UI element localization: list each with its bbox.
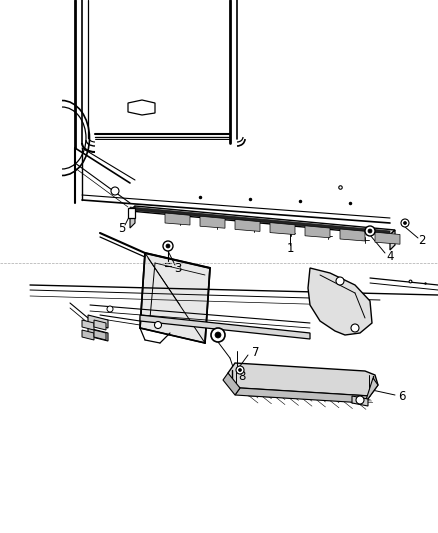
Polygon shape — [340, 229, 365, 241]
Polygon shape — [235, 220, 260, 231]
Polygon shape — [228, 363, 378, 396]
Circle shape — [403, 222, 406, 224]
Circle shape — [356, 396, 364, 404]
Circle shape — [215, 332, 221, 338]
Circle shape — [211, 328, 225, 342]
Polygon shape — [200, 216, 225, 228]
Circle shape — [107, 306, 113, 312]
Polygon shape — [94, 320, 106, 330]
Polygon shape — [223, 373, 240, 395]
Text: 4: 4 — [386, 251, 394, 263]
Polygon shape — [235, 388, 370, 403]
Circle shape — [368, 229, 372, 233]
Circle shape — [365, 226, 375, 236]
Circle shape — [111, 187, 119, 195]
Text: 6: 6 — [398, 390, 406, 402]
Circle shape — [166, 244, 170, 248]
Polygon shape — [130, 206, 135, 228]
Polygon shape — [88, 328, 108, 341]
Polygon shape — [94, 330, 106, 340]
Polygon shape — [128, 100, 155, 115]
Polygon shape — [390, 230, 395, 250]
Polygon shape — [82, 330, 94, 340]
Text: 8: 8 — [238, 370, 245, 384]
Polygon shape — [365, 378, 378, 403]
Polygon shape — [128, 208, 135, 218]
Polygon shape — [88, 315, 108, 328]
Polygon shape — [165, 213, 190, 225]
Polygon shape — [140, 253, 210, 343]
Text: 3: 3 — [174, 262, 182, 276]
Text: 7: 7 — [252, 346, 259, 359]
Polygon shape — [82, 320, 94, 330]
Polygon shape — [375, 232, 400, 244]
Polygon shape — [270, 223, 295, 235]
Circle shape — [239, 368, 241, 372]
Text: 1: 1 — [286, 243, 294, 255]
Circle shape — [155, 321, 162, 328]
Polygon shape — [305, 226, 330, 238]
Text: 2: 2 — [418, 233, 426, 246]
Circle shape — [336, 277, 344, 285]
Polygon shape — [308, 268, 372, 335]
Circle shape — [163, 241, 173, 251]
Polygon shape — [130, 207, 390, 234]
Circle shape — [351, 324, 359, 332]
Polygon shape — [352, 396, 368, 406]
Circle shape — [236, 366, 244, 374]
Polygon shape — [130, 206, 395, 235]
Circle shape — [401, 219, 409, 227]
Text: 5: 5 — [118, 222, 126, 236]
Polygon shape — [140, 315, 310, 339]
